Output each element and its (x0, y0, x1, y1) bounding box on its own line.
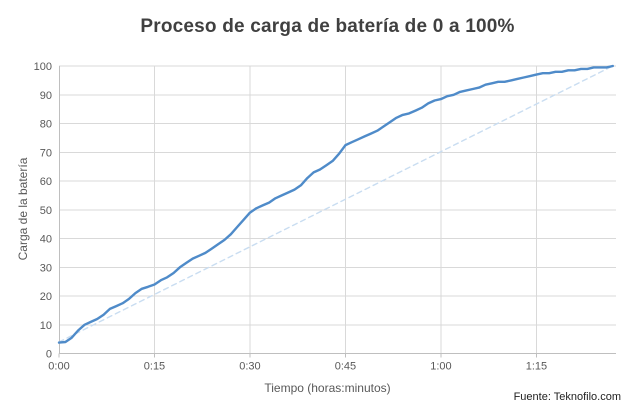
y-tick-label: 80 (40, 119, 52, 131)
y-tick-label: 90 (40, 90, 52, 102)
y-tick-label: 30 (40, 262, 52, 274)
y-tick-label: 10 (40, 320, 52, 332)
linear-reference-line (58, 65, 614, 343)
y-tick-label: 70 (40, 147, 52, 159)
battery-charge-line (57, 64, 614, 344)
chart-title: Proceso de carga de batería de 0 a 100% (140, 16, 515, 37)
x-axis-title: Tiempo (horas:minutos) (264, 381, 391, 395)
y-tick-label: 40 (40, 234, 52, 246)
x-tick-label: 1:00 (430, 361, 451, 373)
y-tick-label: 0 (46, 349, 52, 361)
y-tick-label: 60 (40, 176, 52, 188)
x-tick-label: 0:15 (144, 361, 165, 373)
x-tick-label: 0:00 (48, 361, 69, 373)
y-tick-label: 50 (40, 205, 52, 217)
x-tick-label: 1:15 (526, 361, 547, 373)
y-tick-label: 20 (40, 291, 52, 303)
x-tick-label: 0:30 (239, 361, 260, 373)
source-credit: Fuente: Teknofilo.com (513, 391, 621, 403)
x-tick-label: 0:45 (335, 361, 356, 373)
y-tick-label: 100 (34, 61, 52, 73)
